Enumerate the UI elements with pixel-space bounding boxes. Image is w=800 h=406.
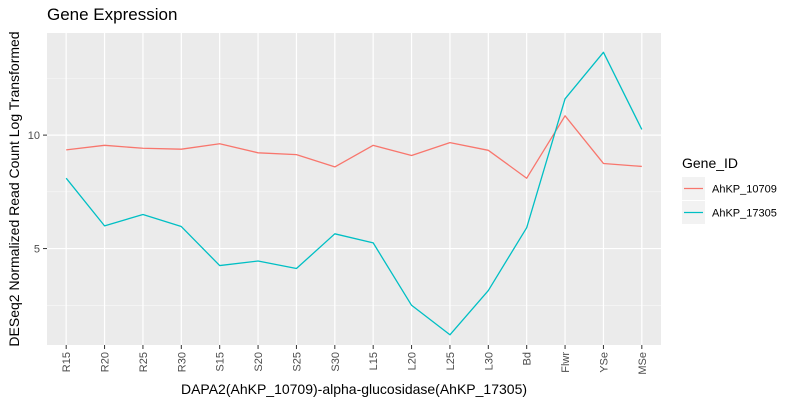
x-axis-ticks: R15 R20 R25 R30 S15 S20 S25 S30 L15 L20 L25 L30 Bd Fl… — [61, 345, 649, 375]
legend-label: AhKP_17305 — [712, 208, 777, 220]
y-tick-label: 5 — [34, 244, 40, 256]
legend-label: AhKP_10709 — [712, 184, 777, 196]
x-tick-label: S20 — [253, 352, 265, 372]
x-tick-label: L15 — [368, 352, 380, 370]
x-tick-label: L30 — [483, 352, 495, 370]
series-line-ahkp-10709 — [66, 115, 642, 179]
y-axis-title: DESeq2 Normalized Read Count Log Transfo… — [6, 31, 22, 346]
x-tick-label: S30 — [330, 352, 342, 372]
chart-title: Gene Expression — [47, 5, 177, 24]
x-tick-label: R30 — [176, 352, 188, 372]
x-axis-title: DAPA2(AhKP_10709)-alpha-glucosidase(AhKP… — [181, 381, 527, 397]
x-tick-label: Flwr — [560, 352, 572, 373]
x-tick-label: S25 — [291, 352, 303, 372]
x-tick-label: YSe — [598, 352, 610, 373]
x-tick-label: R15 — [61, 352, 73, 372]
x-tick-label: S15 — [215, 352, 227, 372]
series-lines — [65, 51, 643, 336]
major-gridlines — [47, 33, 661, 345]
y-tick-label: 10 — [28, 130, 40, 142]
legend: Gene_ID AhKP_10709 AhKP_17305 — [682, 155, 777, 224]
minor-gridlines — [47, 78, 661, 306]
series-line-ahkp-17305 — [65, 51, 643, 336]
x-tick-label: MSe — [637, 352, 649, 375]
x-tick-label: Bd — [522, 352, 534, 365]
x-tick-label: L20 — [407, 352, 419, 370]
x-tick-label: R25 — [138, 352, 150, 372]
legend-entries: AhKP_10709 AhKP_17305 — [682, 177, 777, 224]
x-tick-label: L25 — [445, 352, 457, 370]
x-tick-label: R20 — [100, 352, 112, 372]
plot-panel — [47, 33, 661, 345]
legend-title: Gene_ID — [682, 155, 738, 171]
y-axis-ticks: 5 10 — [28, 130, 47, 256]
